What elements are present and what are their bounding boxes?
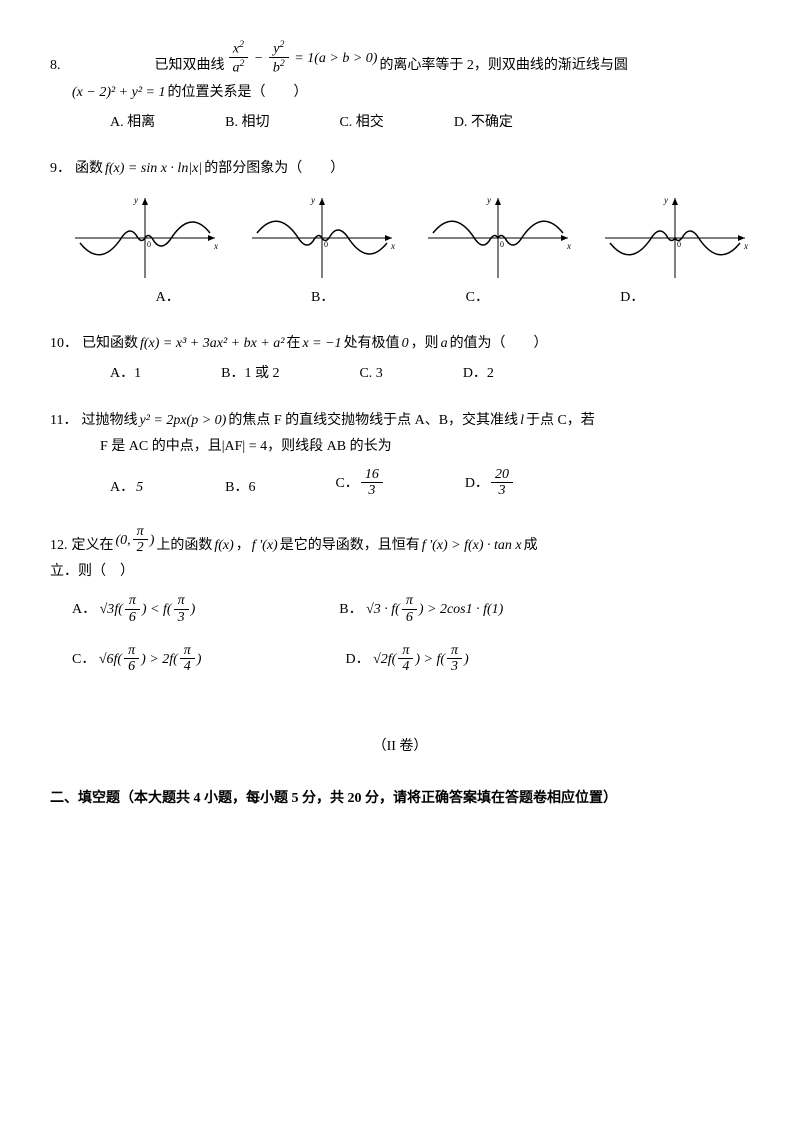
q12-comma: ， [236,535,250,557]
svg-text:y: y [486,195,491,205]
q12-stem2: 上的函数 [156,535,212,557]
svg-text:x: x [566,241,571,251]
question-10: 10． 已知函数 f(x) = x³ + 3ax² + bx + a² 在 x … [50,333,750,386]
q12-fpx: f '(x) [250,535,280,557]
q8-opt-a: A. 相离 [110,112,155,134]
svg-text:y: y [133,195,138,205]
q10-number: 10． [50,333,78,355]
question-11: 11． 过抛物线 y² = 2px(p > 0) 的焦点 F 的直线交抛物线于点… [50,410,750,500]
q9-graph-row: x y 0 x y 0 x y 0 x y 0 [70,193,750,283]
q8-opt-c: C. 相交 [339,112,383,134]
q8-opt-d: D. 不确定 [454,112,513,134]
q11-number: 11． [50,410,77,432]
q10-opt-c: C. 3 [359,363,382,385]
q9-graph-a: x y 0 [70,193,220,283]
q11-opt-d: D．203 [465,467,515,500]
q8-options: A. 相离 B. 相切 C. 相交 D. 不确定 [110,112,750,134]
q9-label-c: C． [466,287,489,309]
q11-opt-a: A．5 [110,477,145,499]
svg-text:0: 0 [147,240,151,249]
q11-stem4: F 是 AC 的中点，且 [100,436,222,458]
q11-stem5: ，则线段 AB 的长为 [267,436,391,458]
q12-stem3: 是它的导函数，且恒有 [280,535,420,557]
q12-opt-b: B． √3 · f(π6) > 2cos1 · f(1) [337,593,505,626]
q12-opt-d: D． √2f(π4) > f(π3) [343,643,470,676]
q8-stem1: 已知双曲线 [155,55,225,77]
q10-xval: x = −1 [300,333,343,355]
q12-domain: (0,π2) [114,524,157,557]
q10-stem1: 已知函数 [82,333,138,355]
svg-text:0: 0 [500,240,504,249]
q8-opt-b: B. 相切 [225,112,269,134]
question-9: 9． 函数 f(x) = sin x · ln|x| 的部分图象为（ ） x y 0… [50,158,750,309]
q12-stem1: 定义在 [72,535,114,557]
q8-stem2: 的离心率等于 2，则双曲线的渐近线与圆 [379,55,628,77]
q12-ineq: f '(x) > f(x) · tan x [420,535,524,557]
q10-options: A．1 B．1 或 2 C. 3 D．2 [110,363,750,385]
q9-fx: f(x) = sin x · ln|x| [103,158,204,180]
q10-opt-a: A．1 [110,363,141,385]
svg-text:x: x [743,241,748,251]
svg-text:0: 0 [677,240,681,249]
q9-label-b: B． [311,287,334,309]
q11-stem1: 过抛物线 [81,410,137,432]
q9-stem1: 函数 [75,158,103,180]
q8-eq1: x2a2 − y2b2 = 1(a > b > 0) [225,40,380,78]
q9-label-a: A． [156,287,180,309]
q8-number: 8. [50,55,61,77]
svg-text:y: y [663,195,668,205]
svg-text:y: y [310,195,315,205]
q12-opt-c: C． √6f(π6) > 2f(π4) [70,643,203,676]
q8-stem3: 的位置关系是（ ） [168,82,308,104]
svg-text:x: x [213,241,218,251]
q10-zero: 0 [400,333,411,355]
svg-text:0: 0 [324,240,328,249]
q10-stem4: ，则 [411,333,439,355]
question-12: 12. 定义在 (0,π2) 上的函数 f(x) ， f '(x) 是它的导函数… [50,524,750,676]
q12-stem4: 成 [524,535,538,557]
q10-opt-b: B．1 或 2 [221,363,279,385]
q11-opt-c: C．163 [335,467,384,500]
q11-opt-b: B．6 [225,477,255,499]
q12-opt-a: A． √3f(π6) < f(π3) [70,593,197,626]
q9-label-d: D． [620,287,644,309]
q12-fx: f(x) [212,535,235,557]
q11-stem3: 于点 C，若 [526,410,595,432]
q10-avar: a [439,333,450,355]
q11-eq1: y² = 2px(p > 0) [137,410,228,432]
q10-stem3: 处有极值 [344,333,400,355]
section-2-title: 二、填空题（本大题共 4 小题，每小题 5 分，共 20 分，请将正确答案填在答… [50,788,750,810]
q9-graph-b: x y 0 [247,193,397,283]
q10-fx: f(x) = x³ + 3ax² + bx + a² [138,333,286,355]
q11-stem2: 的焦点 F 的直线交抛物线于点 A、B，交其准线 [228,410,518,432]
q9-graph-d: x y 0 [600,193,750,283]
q10-opt-d: D．2 [463,363,494,385]
q8-eq2: (x − 2)² + y² = 1 [70,82,168,104]
question-8: 8. 已知双曲线 x2a2 − y2b2 = 1(a > b > 0) 的离心率… [50,40,750,134]
q9-graph-c: x y 0 [423,193,573,283]
q12-number: 12. [50,535,68,557]
q10-stem2: 在 [286,333,300,355]
q10-stem5: 的值为（ ） [450,333,548,355]
q11-options: A．5 B．6 C．163 D．203 [110,467,750,500]
q9-stem2: 的部分图象为（ ） [204,158,344,180]
part-2-heading: （II 卷） [50,736,750,758]
q11-af: |AF| = 4 [222,436,267,458]
svg-text:x: x [390,241,395,251]
q12-stem5: 立．则（ ） [50,561,750,583]
q9-graph-labels: A． B． C． D． [90,287,710,309]
q9-number: 9． [50,158,71,180]
q11-lvar: l [518,410,526,432]
